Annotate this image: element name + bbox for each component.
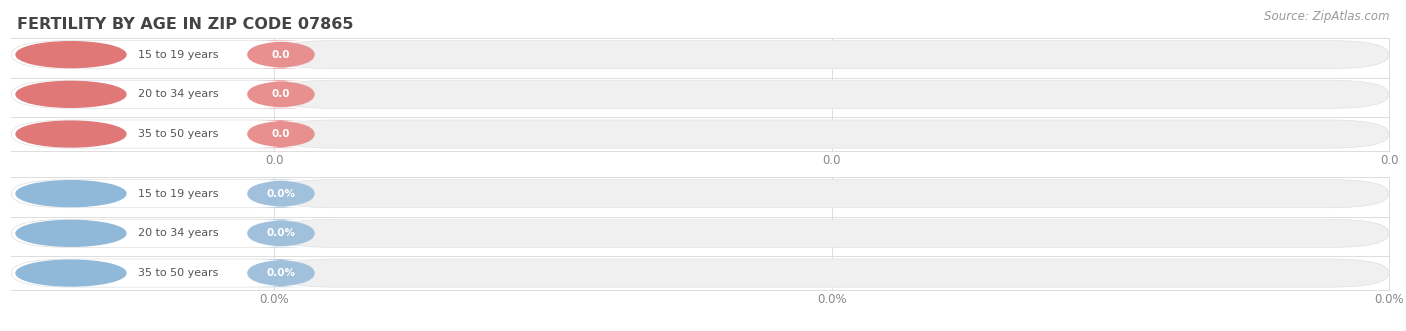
FancyBboxPatch shape [247,80,315,109]
Circle shape [15,181,127,207]
Text: 15 to 19 years: 15 to 19 years [138,50,218,60]
Text: 20 to 34 years: 20 to 34 years [138,228,218,238]
FancyBboxPatch shape [11,179,315,208]
FancyBboxPatch shape [247,41,315,69]
Circle shape [15,121,127,147]
Text: 0.0%: 0.0% [817,293,846,306]
Text: 0.0: 0.0 [271,129,290,139]
FancyBboxPatch shape [11,120,315,148]
Text: 0.0: 0.0 [271,50,290,60]
FancyBboxPatch shape [274,219,1389,248]
FancyBboxPatch shape [11,259,315,287]
Text: 0.0: 0.0 [1379,154,1399,167]
Text: 0.0%: 0.0% [259,293,290,306]
Text: Source: ZipAtlas.com: Source: ZipAtlas.com [1264,10,1389,23]
FancyBboxPatch shape [247,219,315,248]
Text: FERTILITY BY AGE IN ZIP CODE 07865: FERTILITY BY AGE IN ZIP CODE 07865 [17,17,353,31]
FancyBboxPatch shape [274,259,1389,287]
FancyBboxPatch shape [247,179,315,208]
Text: 0.0%: 0.0% [1374,293,1405,306]
FancyBboxPatch shape [274,41,1389,69]
Text: 0.0: 0.0 [823,154,841,167]
Text: 35 to 50 years: 35 to 50 years [138,268,218,278]
FancyBboxPatch shape [11,41,315,69]
FancyBboxPatch shape [247,120,315,148]
Text: 0.0: 0.0 [271,89,290,99]
FancyBboxPatch shape [274,80,1389,109]
Circle shape [15,42,127,68]
Text: 35 to 50 years: 35 to 50 years [138,129,218,139]
FancyBboxPatch shape [247,259,315,287]
FancyBboxPatch shape [11,219,315,248]
Circle shape [15,220,127,246]
Circle shape [15,81,127,107]
Text: 20 to 34 years: 20 to 34 years [138,89,218,99]
Circle shape [15,260,127,286]
FancyBboxPatch shape [274,179,1389,208]
Text: 0.0%: 0.0% [266,228,295,238]
Text: 0.0%: 0.0% [266,189,295,199]
Text: 0.0%: 0.0% [266,268,295,278]
Text: 0.0: 0.0 [264,154,284,167]
FancyBboxPatch shape [11,80,315,109]
Text: 15 to 19 years: 15 to 19 years [138,189,218,199]
FancyBboxPatch shape [274,120,1389,148]
